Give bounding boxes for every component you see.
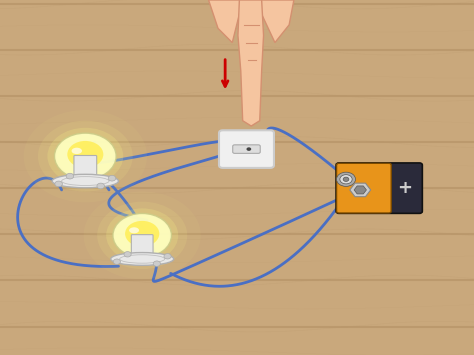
Ellipse shape xyxy=(129,227,139,233)
Circle shape xyxy=(38,121,133,192)
Polygon shape xyxy=(209,0,294,43)
Ellipse shape xyxy=(72,148,82,154)
Circle shape xyxy=(106,208,178,262)
Circle shape xyxy=(97,202,187,269)
Polygon shape xyxy=(354,186,366,194)
Circle shape xyxy=(340,175,352,184)
Circle shape xyxy=(115,215,169,256)
FancyBboxPatch shape xyxy=(131,235,153,260)
Polygon shape xyxy=(238,0,264,126)
Circle shape xyxy=(337,172,356,186)
Circle shape xyxy=(153,261,160,266)
Circle shape xyxy=(55,133,116,179)
Circle shape xyxy=(164,253,171,259)
Circle shape xyxy=(113,259,120,264)
FancyBboxPatch shape xyxy=(74,155,97,182)
Circle shape xyxy=(67,141,103,168)
Circle shape xyxy=(47,128,123,185)
Circle shape xyxy=(125,221,159,246)
Ellipse shape xyxy=(52,174,118,188)
Circle shape xyxy=(57,135,114,178)
Circle shape xyxy=(66,173,74,179)
FancyBboxPatch shape xyxy=(233,145,260,153)
Circle shape xyxy=(24,110,147,202)
Ellipse shape xyxy=(110,252,173,266)
Polygon shape xyxy=(350,183,371,197)
Circle shape xyxy=(124,252,131,257)
Circle shape xyxy=(246,147,251,151)
Circle shape xyxy=(343,177,349,181)
Circle shape xyxy=(83,191,201,279)
Circle shape xyxy=(108,175,116,181)
Circle shape xyxy=(113,213,172,257)
Circle shape xyxy=(55,181,63,187)
FancyBboxPatch shape xyxy=(337,163,391,213)
Text: +: + xyxy=(398,179,412,197)
FancyBboxPatch shape xyxy=(219,130,274,168)
Circle shape xyxy=(97,183,104,189)
FancyBboxPatch shape xyxy=(336,163,422,213)
